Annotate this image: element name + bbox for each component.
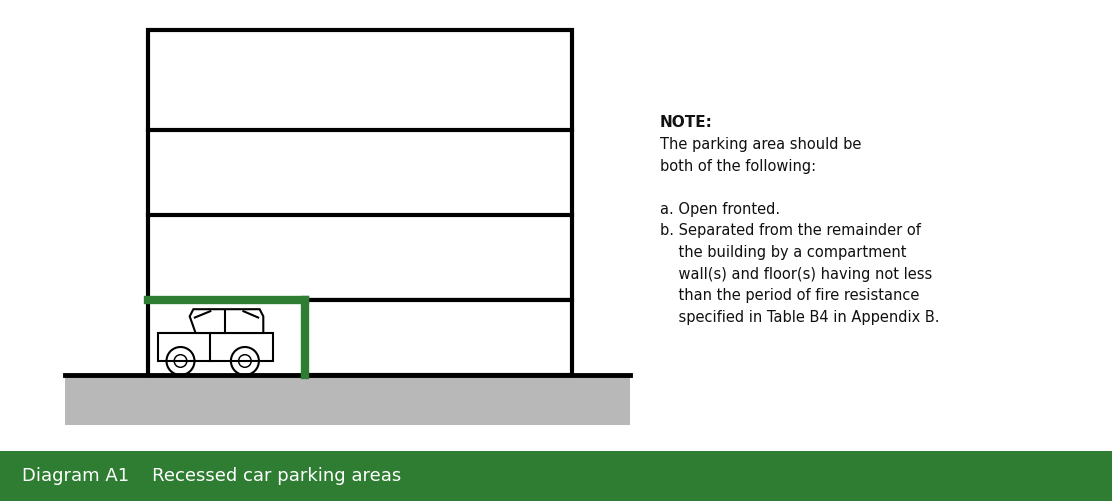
Text: The parking area should be
both of the following:

a. Open fronted.
b. Separated: The parking area should be both of the f… [661, 137, 940, 325]
Bar [305, 300, 572, 375]
Text: NOTE:: NOTE: [661, 115, 713, 130]
Bar [64, 375, 631, 425]
Polygon shape [190, 309, 264, 333]
Bar [148, 30, 572, 300]
Text: Diagram A1    Recessed car parking areas: Diagram A1 Recessed car parking areas [22, 467, 401, 485]
Bar [0, 451, 1112, 501]
Bar [158, 333, 272, 361]
